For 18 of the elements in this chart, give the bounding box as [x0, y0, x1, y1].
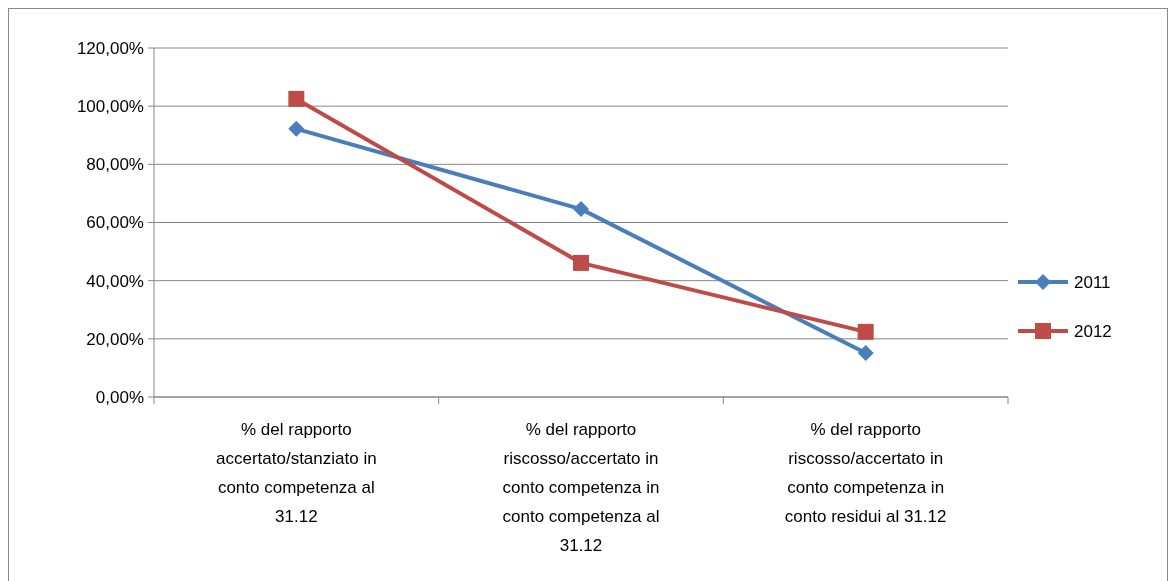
x-tick-label: % del rapporto accertato/stanziato in conto competenza al 31.12 [216, 420, 377, 526]
y-tick-label: 60,00% [86, 213, 144, 233]
legend-label: 2011 [1074, 272, 1111, 292]
x-tick-label: % del rapporto riscosso/accertato in conto competenza in conto residui al 31.12 [784, 420, 947, 526]
point [288, 90, 305, 107]
point [573, 201, 589, 218]
point [857, 323, 874, 340]
y-tick-label: 100,00% [76, 97, 144, 117]
y-tick-label: 120,00% [76, 38, 144, 58]
point [288, 120, 305, 137]
y-tick-label: 20,00% [86, 329, 144, 349]
point [573, 254, 589, 271]
x-tick-label: % del rapporto riscosso/accertato in conto competenza in conto competenza al 31.12 [502, 420, 660, 555]
point [857, 345, 874, 362]
y-tick-label: 80,00% [86, 155, 144, 175]
y-tick-label: 0,00% [95, 387, 144, 407]
y-tick-label: 40,00% [86, 271, 144, 291]
legend-label: 2012 [1074, 321, 1112, 341]
